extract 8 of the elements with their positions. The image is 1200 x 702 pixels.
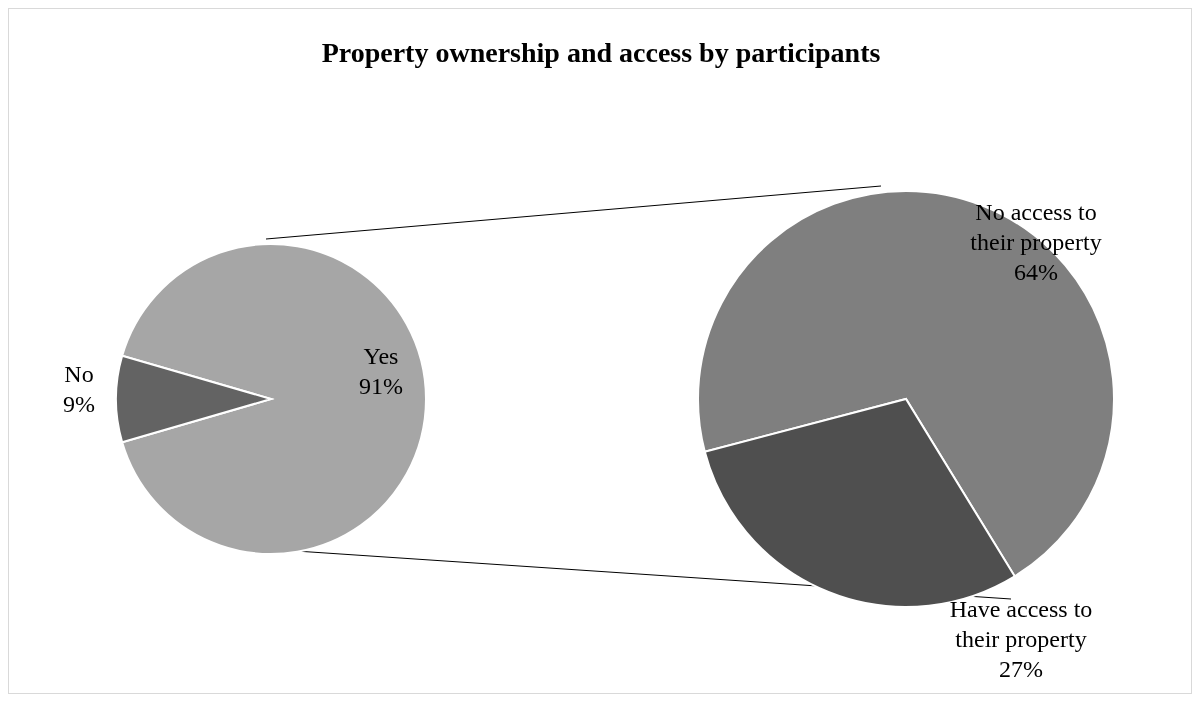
data-label: 91% xyxy=(359,373,403,399)
slice-label: No xyxy=(64,361,94,387)
slice-label: Yes xyxy=(363,343,399,369)
data-label: 9% xyxy=(63,391,95,417)
text: Property ownership and access by participants xyxy=(320,37,882,69)
data-label: 64% xyxy=(1014,259,1058,285)
data-label: 27% xyxy=(999,656,1043,682)
slice-label: Have access to their property xyxy=(949,596,1093,652)
